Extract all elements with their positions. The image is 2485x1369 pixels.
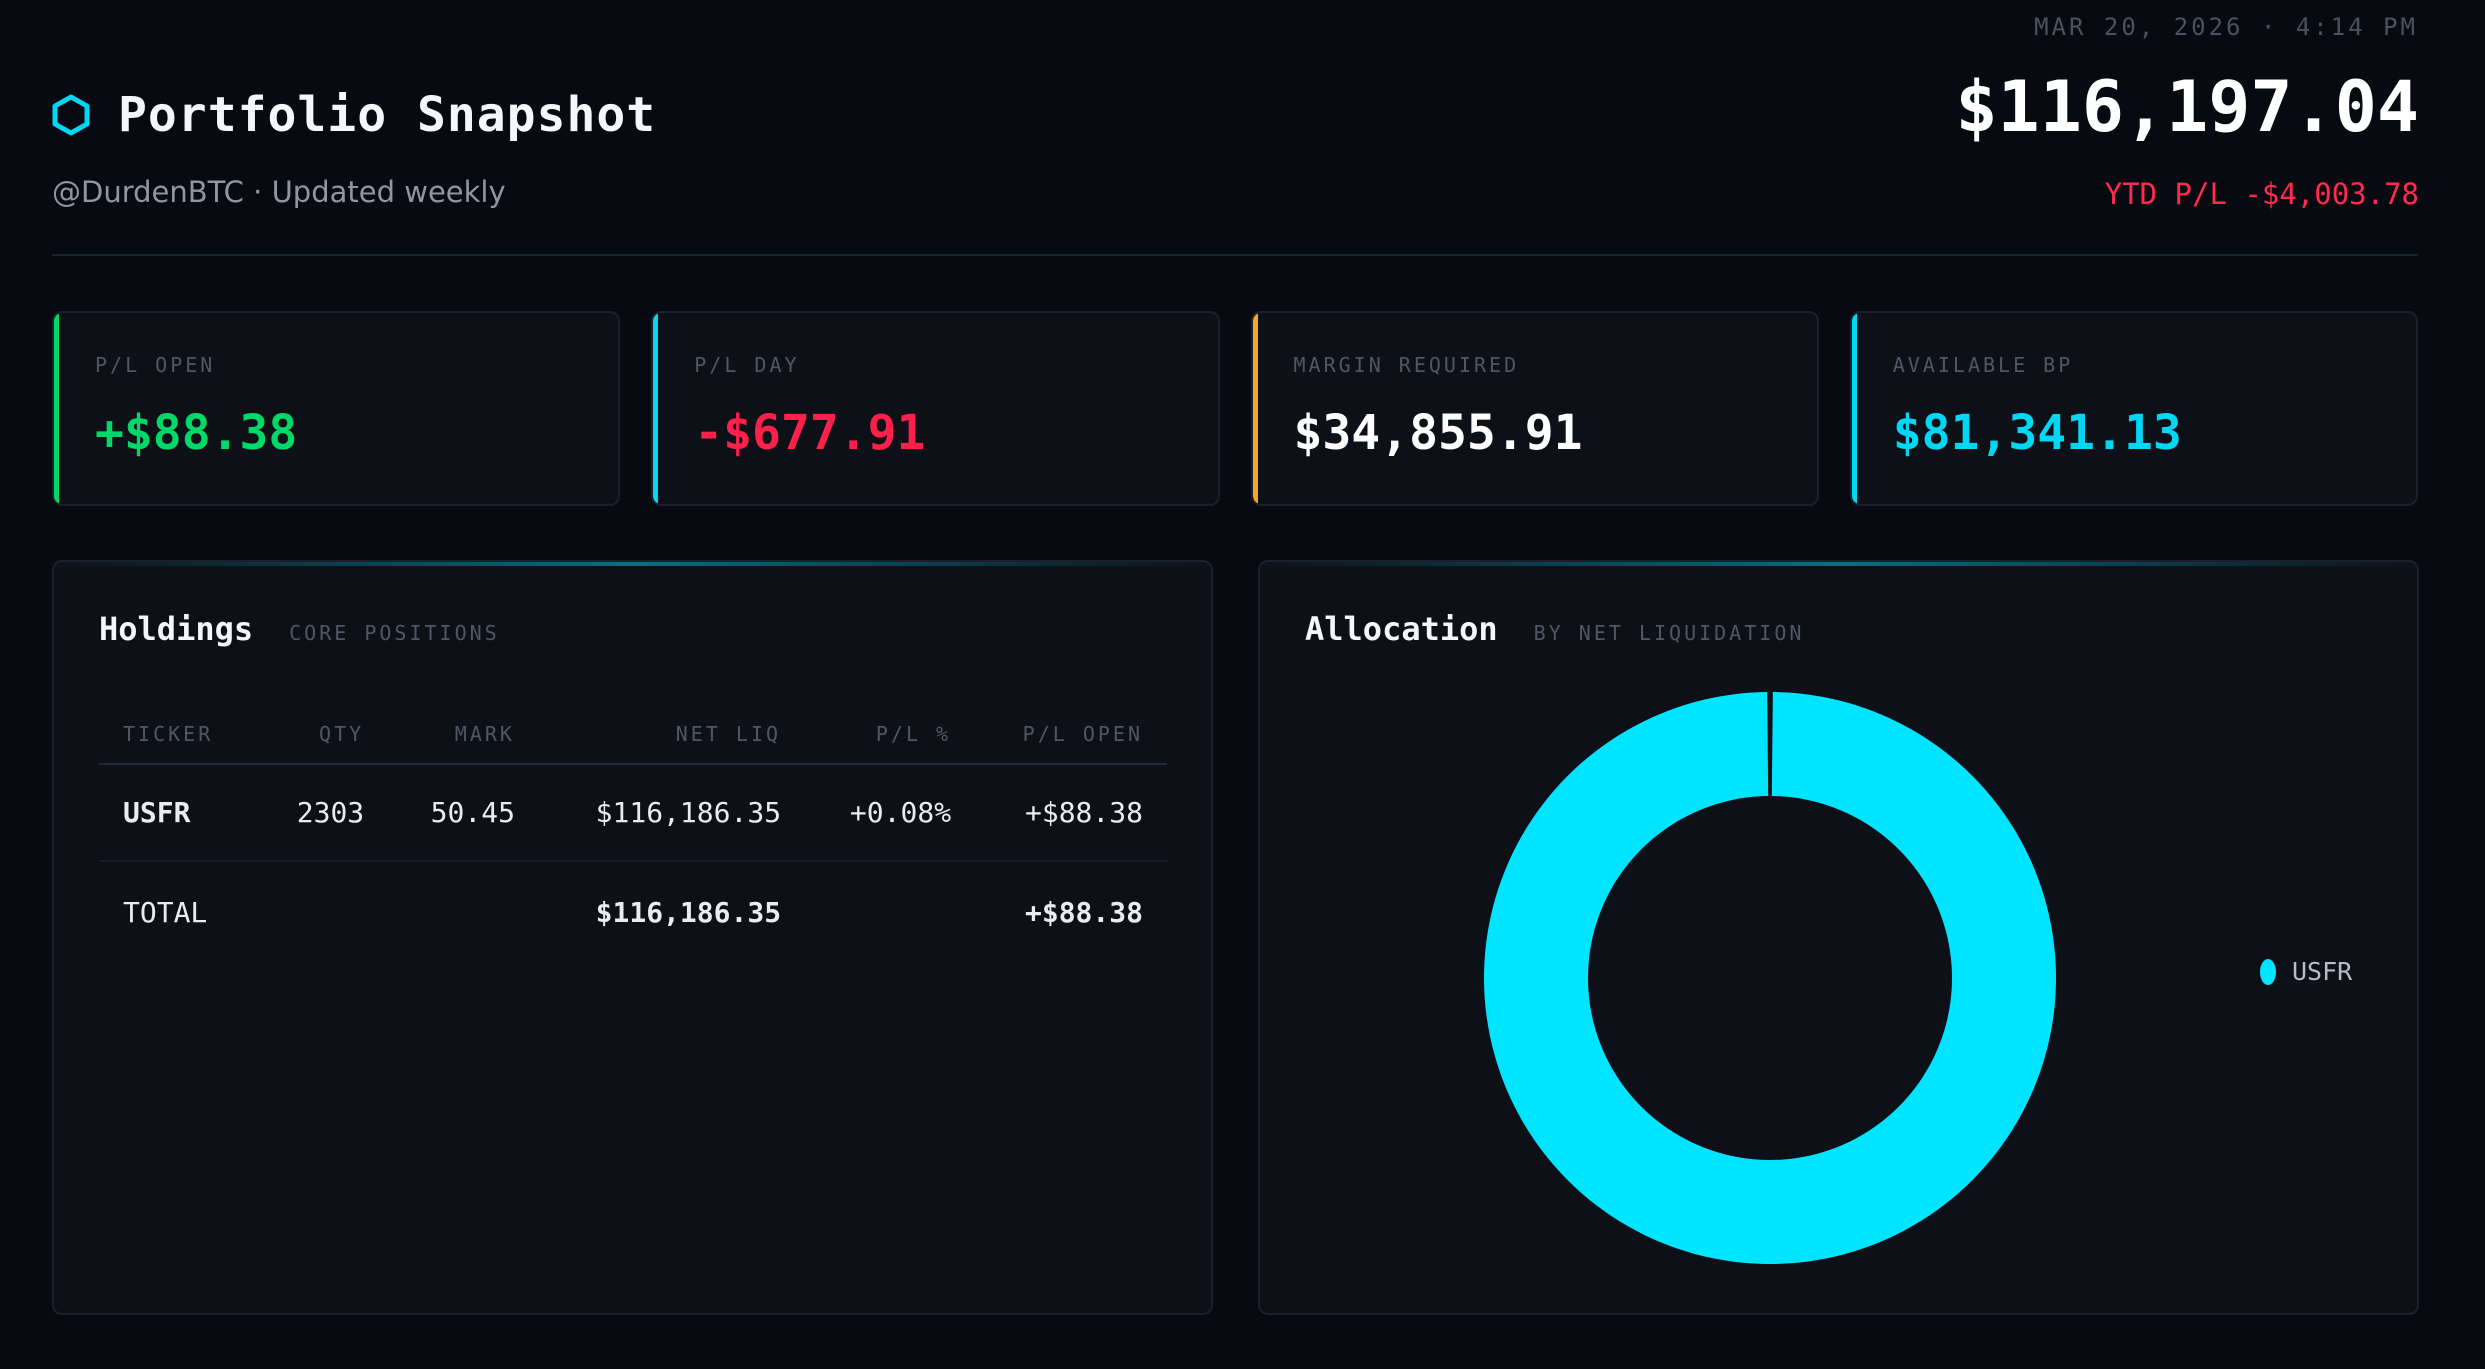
stat-card-margin-required: MARGIN REQUIRED $34,855.91 (1250, 311, 1819, 506)
stat-accent-bar (653, 313, 659, 504)
ytd-pl: YTD P/L -$4,003.78 (2104, 177, 2419, 211)
page-subtitle: @DurdenBTC · Updated weekly (52, 175, 506, 209)
column-header-net-liq[interactable]: NET LIQ (538, 705, 806, 765)
allocation-panel: Allocation BY NET LIQUIDATION USFR (1258, 560, 2419, 1315)
cell-ticker[interactable]: USFR (99, 764, 257, 862)
page-header: Portfolio Snapshot (52, 80, 656, 150)
column-header-mark[interactable]: MARK (388, 705, 539, 765)
donut-slice-usfr[interactable] (1484, 692, 2056, 1264)
allocation-title: Allocation (1305, 610, 1498, 648)
stat-label: P/L OPEN (95, 353, 216, 377)
stat-value: $34,855.91 (1293, 405, 1583, 461)
page-title: Portfolio Snapshot (118, 87, 657, 143)
total-pl-open: +$88.38 (1024, 895, 1143, 929)
cell-mark: 50.45 (388, 764, 539, 862)
stat-value: $81,341.13 (1892, 405, 2182, 461)
stat-card-pl-day: P/L DAY -$677.91 (651, 311, 1220, 506)
holdings-table: TICKER QTY MARK NET LIQ P/L % P/L OPEN U… (99, 705, 1167, 962)
stat-label: AVAILABLE BP (1892, 353, 2074, 377)
panel-glow (1260, 562, 2417, 566)
stat-label: P/L DAY (694, 353, 800, 377)
legend-label[interactable]: USFR (2292, 957, 2353, 986)
stat-accent-bar (1252, 313, 1258, 504)
column-header-pl-pct[interactable]: P/L % (805, 705, 976, 765)
cell-net-liq: $116,186.35 (538, 764, 806, 862)
allocation-header: Allocation BY NET LIQUIDATION (1305, 610, 1804, 648)
cell-empty (805, 861, 975, 962)
table-header-row: TICKER QTY MARK NET LIQ P/L % P/L OPEN (99, 705, 1167, 765)
portfolio-total-value: $116,197.04 (1955, 66, 2419, 148)
allocation-subtitle: BY NET LIQUIDATION (1533, 621, 1805, 645)
column-header-pl-open[interactable]: P/L OPEN (975, 705, 1167, 765)
table-total-row: TOTAL $116,186.35 +$88.38 (99, 861, 1167, 962)
column-header-qty[interactable]: QTY (256, 705, 389, 765)
stat-cards: P/L OPEN +$88.38 P/L DAY -$677.91 MARGIN… (52, 311, 2418, 506)
total-label: TOTAL (123, 895, 208, 929)
holdings-title: Holdings (99, 610, 254, 648)
stat-accent-bar (1851, 313, 1857, 504)
chart-legend: USFR (2260, 957, 2352, 986)
allocation-donut-chart (1484, 692, 2056, 1264)
holdings-header: Holdings CORE POSITIONS (99, 610, 500, 648)
stat-card-available-bp: AVAILABLE BP $81,341.13 (1849, 311, 2418, 506)
column-header-ticker[interactable]: TICKER (99, 705, 257, 765)
stat-value: -$677.91 (694, 405, 926, 461)
stat-label: MARGIN REQUIRED (1293, 353, 1520, 377)
header-divider (52, 254, 2418, 256)
panel-glow (54, 562, 1211, 566)
cell-pl-open: +$88.38 (975, 764, 1167, 862)
cell-qty: 2303 (256, 764, 389, 862)
cell-empty (388, 861, 539, 962)
stat-accent-bar (54, 313, 59, 504)
legend-swatch (2260, 958, 2276, 985)
table-row[interactable]: USFR 2303 50.45 $116,186.35 +0.08% +$88.… (99, 764, 1167, 862)
hexagon-icon (52, 94, 90, 136)
holdings-subtitle: CORE POSITIONS (289, 621, 500, 645)
stat-card-pl-open: P/L OPEN +$88.38 (52, 311, 621, 506)
stat-value: +$88.38 (95, 405, 298, 461)
timestamp: MAR 20, 2026 · 4:14 PM (2034, 13, 2418, 41)
holdings-panel: Holdings CORE POSITIONS TICKER QTY MARK … (52, 560, 1213, 1315)
total-net-liq: $116,186.35 (595, 895, 782, 929)
cell-pl-pct: +0.08% (805, 764, 976, 862)
cell-empty (257, 861, 389, 962)
